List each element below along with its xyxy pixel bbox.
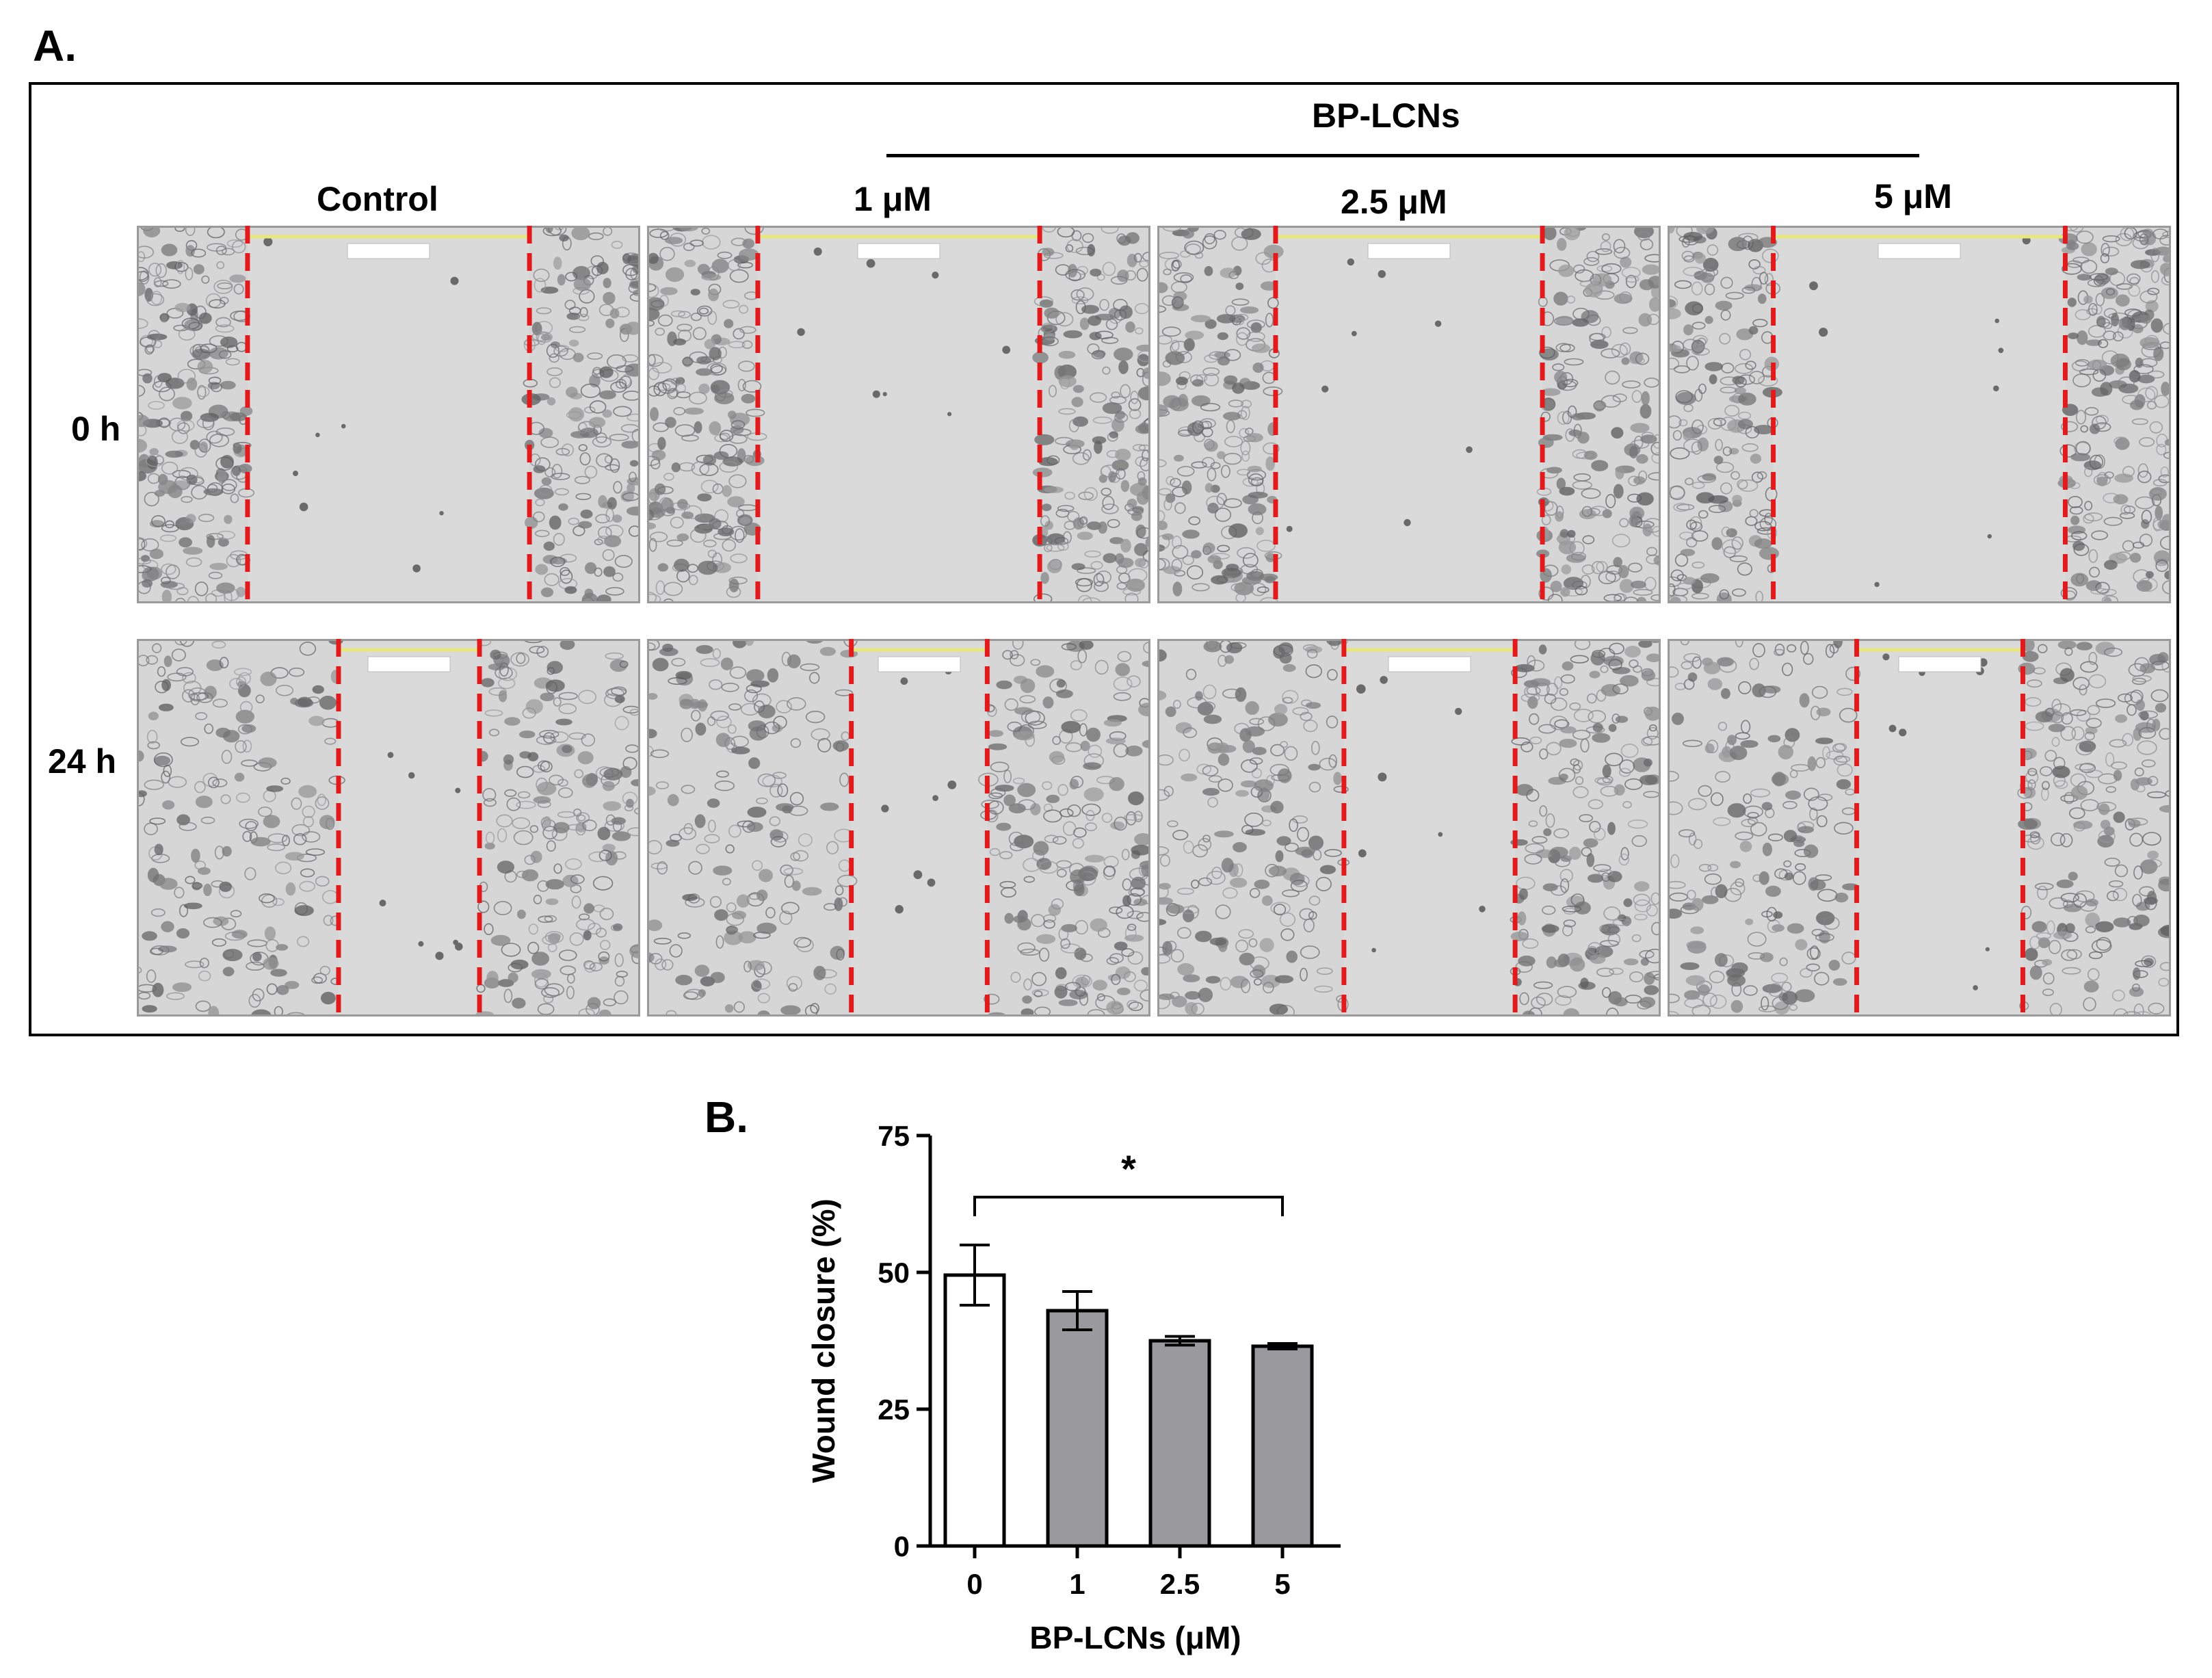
y-axis-label: Wound closure (%) bbox=[806, 1198, 841, 1483]
bar-5 bbox=[1251, 1344, 1314, 1548]
micrograph-5um-0h bbox=[1668, 226, 2171, 603]
bar-0 bbox=[943, 1273, 1006, 1548]
micrograph-2-5um-24h bbox=[1157, 639, 1661, 1017]
micrograph-1um-0h bbox=[647, 226, 1150, 603]
column-label-control: Control bbox=[317, 180, 438, 218]
y-tick-label: 75 bbox=[878, 1120, 910, 1152]
group-bracket-line bbox=[886, 154, 1919, 157]
micrograph-control-0h bbox=[137, 226, 640, 603]
group-label: BP-LCNs bbox=[1312, 96, 1460, 135]
bar-1 bbox=[1046, 1309, 1109, 1548]
significance-label: * bbox=[1121, 1147, 1136, 1190]
panel-a-frame bbox=[29, 82, 2179, 1036]
y-tick-label: 25 bbox=[878, 1393, 910, 1426]
micrograph-2-5um-0h bbox=[1157, 226, 1661, 603]
row-label-24h: 24 h bbox=[48, 742, 117, 781]
x-tick-label: 1 bbox=[1069, 1568, 1085, 1600]
x-tick-label: 2.5 bbox=[1160, 1568, 1200, 1600]
panel-a-label: A. bbox=[33, 21, 77, 70]
x-tick-label: 0 bbox=[966, 1568, 982, 1600]
micrograph-5um-24h bbox=[1668, 639, 2171, 1017]
row-label-0h: 0 h bbox=[71, 410, 121, 448]
panel-b-label: B. bbox=[705, 1092, 748, 1142]
x-axis-label: BP-LCNs (μM) bbox=[1029, 1620, 1241, 1655]
bar-2.5 bbox=[1148, 1339, 1211, 1548]
y-tick-label: 50 bbox=[878, 1257, 910, 1289]
column-label-5um: 5 μM bbox=[1874, 177, 1952, 215]
micrograph-1um-24h bbox=[647, 639, 1150, 1017]
x-tick-label: 5 bbox=[1274, 1568, 1290, 1600]
column-label-1um: 1 μM bbox=[854, 180, 932, 218]
y-tick-label: 0 bbox=[894, 1530, 910, 1562]
column-label-2-5um: 2.5 μM bbox=[1341, 183, 1447, 221]
micrograph-control-24h bbox=[137, 639, 640, 1017]
significance-bracket bbox=[973, 1196, 1284, 1216]
wound-closure-chart: 0 25 50 75 0 1 2.5 5 * BP-LCNs (μM) Wound closure … bbox=[806, 1120, 1341, 1655]
